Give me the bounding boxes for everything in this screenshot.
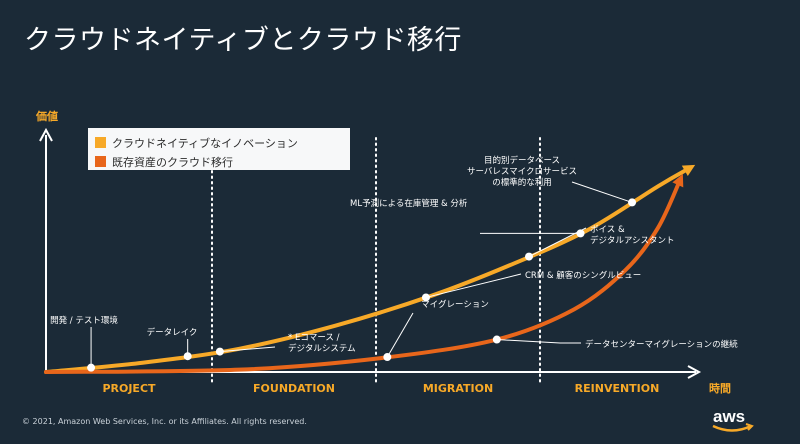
x-axis-label: 時間 [709,381,731,395]
phase-label: REINVENTION [575,382,660,395]
phase-label: FOUNDATION [253,382,335,395]
annotation-label: ボイス & [590,225,625,235]
annotation-leader [571,181,633,203]
aws-logo-text: aws [713,407,745,426]
legend-swatch [95,156,106,167]
legend-box [88,128,350,170]
x-axis-arrow-icon [687,365,702,379]
annotation-label: デジタルアシスタント [590,235,675,246]
slide-title: クラウドネイティブとクラウド移行 [24,25,462,56]
milestone-dot [183,352,192,361]
milestone-dot [628,198,637,207]
aws-logo: aws [712,407,754,432]
y-axis-label: 価値 [35,109,58,123]
legend-swatch [95,137,106,148]
copyright-footer: © 2021, Amazon Web Services, Inc. or its… [22,417,307,426]
series-arrowhead-icon [672,173,684,188]
annotation-leader [386,312,414,358]
annotation-leader [528,227,587,258]
annotation-label: * Eコマース / [288,333,340,343]
series-arrowhead-icon [681,164,696,177]
annotation-label: データセンターマイグレーションの継続 [585,339,738,350]
annotation-label: マイグレーション [421,299,489,310]
milestone-dot [576,229,585,238]
phase-label: PROJECT [102,382,156,395]
annotation-label: データレイク [147,327,198,338]
annotation-label: サーバレスマイクロサービス [467,167,577,177]
annotation-label: CRM & 顧客のシングルビュー [525,270,641,281]
milestone-dot [87,363,96,372]
milestone-dot [492,335,501,344]
aws-smile-icon [712,424,752,432]
milestone-dot [383,353,392,362]
phase-label: MIGRATION [423,382,493,395]
annotation-label: 開発 / テスト環境 [50,315,118,326]
legend-label: 既存資産のクラウド移行 [112,155,233,169]
y-axis-arrow-icon [39,127,53,142]
legend-label: クラウドネイティブなイノベーション [112,136,298,150]
milestone-dot [215,347,224,356]
annotation-label: 目的別データベース [484,155,560,166]
annotation-leader [219,346,276,353]
annotation-label: ML予測による在庫管理 & 分析 [350,198,468,209]
annotation-label: デジタルシステム [288,343,356,354]
annotation-leader [496,339,581,344]
milestone-dot [421,293,430,302]
annotation-label: の標準的な利用 [492,177,552,188]
annotation-leader [425,273,522,298]
milestone-dot [525,252,533,261]
